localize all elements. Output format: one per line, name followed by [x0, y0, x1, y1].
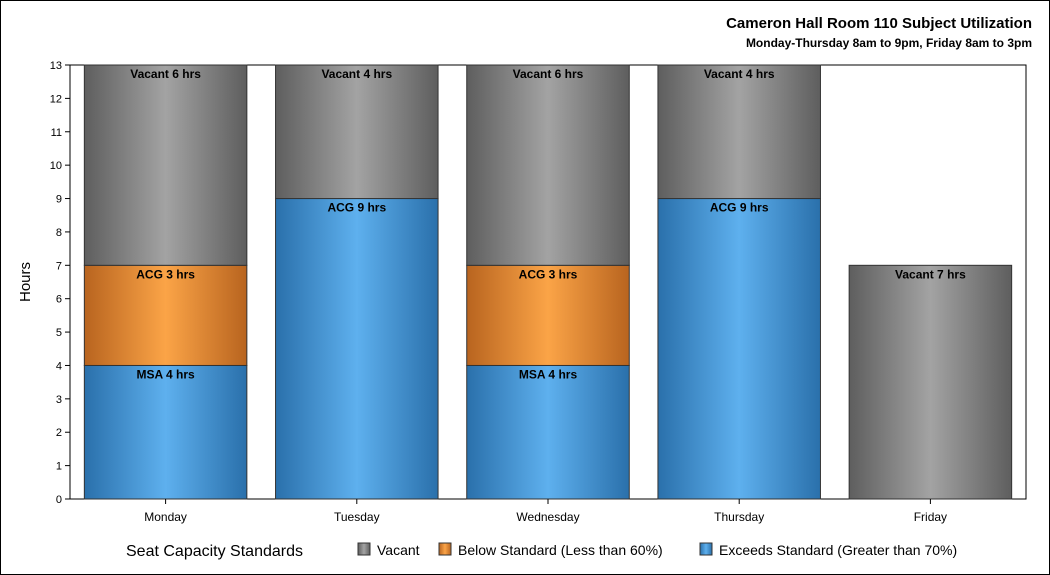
bars-group: MSA 4 hrs ACG 3 hrs Vacant 6 hrs ACG 9 hrs V…	[83, 64, 1013, 500]
bar-segment-monday-exceeds-standard-greater-than-70	[83, 364, 248, 500]
y-tick-label: 12	[50, 93, 62, 105]
bar-segment-monday-vacant	[83, 64, 248, 266]
data-label: MSA 4 hrs	[136, 367, 195, 381]
data-label: Vacant 7 hrs	[895, 267, 966, 281]
bar-segment-tuesday-vacant	[275, 64, 439, 200]
y-tick-label: 8	[56, 227, 62, 239]
x-tick-label: Friday	[914, 510, 947, 524]
y-tick-label: 5	[56, 327, 62, 339]
y-tick-label: 13	[50, 60, 62, 72]
bar-segment-friday-vacant	[848, 264, 1013, 500]
data-label: Vacant 6 hrs	[513, 67, 584, 81]
y-tick-label: 11	[51, 127, 62, 139]
data-label: Vacant 6 hrs	[130, 67, 201, 81]
y-tick-label: 4	[56, 360, 62, 372]
x-tick-label: Thursday	[714, 510, 764, 524]
y-tick-label: 2	[56, 427, 62, 439]
chart-title: Cameron Hall Room 110 Subject Utilizatio…	[726, 15, 1032, 32]
bar-segment-wednesday-exceeds-standard-greater-than-70	[466, 364, 630, 500]
bar-segment-wednesday-below-standard-less-than-60	[466, 264, 630, 366]
legend-swatch-below-standard-less-than-60	[438, 542, 452, 556]
legend-swatch-vacant	[357, 542, 371, 556]
data-label: ACG 3 hrs	[519, 267, 578, 281]
x-axis-ticks: Monday Tuesday Wednesday Thursday Friday	[144, 499, 947, 524]
bar-segment-thursday-exceeds-standard-greater-than-70	[657, 198, 821, 500]
legend-title: Seat Capacity Standards	[126, 543, 303, 560]
data-label: Vacant 4 hrs	[704, 67, 775, 81]
data-label: MSA 4 hrs	[519, 367, 578, 381]
data-label: ACG 9 hrs	[710, 201, 769, 215]
bar-segment-tuesday-exceeds-standard-greater-than-70	[275, 198, 439, 500]
y-tick-label: 10	[50, 160, 62, 172]
data-label: ACG 3 hrs	[136, 267, 195, 281]
data-label: ACG 9 hrs	[327, 201, 386, 215]
y-tick-label: 6	[56, 294, 62, 306]
legend-label-exceeds-standard-greater-than-70: Exceeds Standard (Greater than 70%)	[719, 542, 957, 558]
y-tick-label: 7	[56, 260, 62, 272]
y-tick-label: 0	[56, 494, 62, 506]
x-tick-label: Tuesday	[334, 510, 380, 524]
x-tick-label: Wednesday	[516, 510, 579, 524]
y-axis-label: Hours	[17, 262, 34, 302]
x-tick-label: Monday	[144, 510, 187, 524]
data-label: Vacant 4 hrs	[321, 67, 392, 81]
y-tick-label: 9	[56, 194, 62, 206]
y-tick-label: 3	[56, 394, 62, 406]
bar-segment-wednesday-vacant	[466, 64, 630, 266]
bar-segment-monday-below-standard-less-than-60	[83, 264, 248, 366]
chart-subtitle: Monday-Thursday 8am to 9pm, Friday 8am t…	[746, 36, 1032, 50]
legend-label-below-standard-less-than-60: Below Standard (Less than 60%)	[458, 542, 663, 558]
legend: Vacant Below Standard (Less than 60%) Exce…	[357, 542, 957, 558]
y-tick-label: 1	[56, 461, 62, 473]
legend-swatch-exceeds-standard-greater-than-70	[699, 542, 713, 556]
legend-label-vacant: Vacant	[377, 542, 420, 558]
bar-segment-thursday-vacant	[657, 64, 821, 200]
